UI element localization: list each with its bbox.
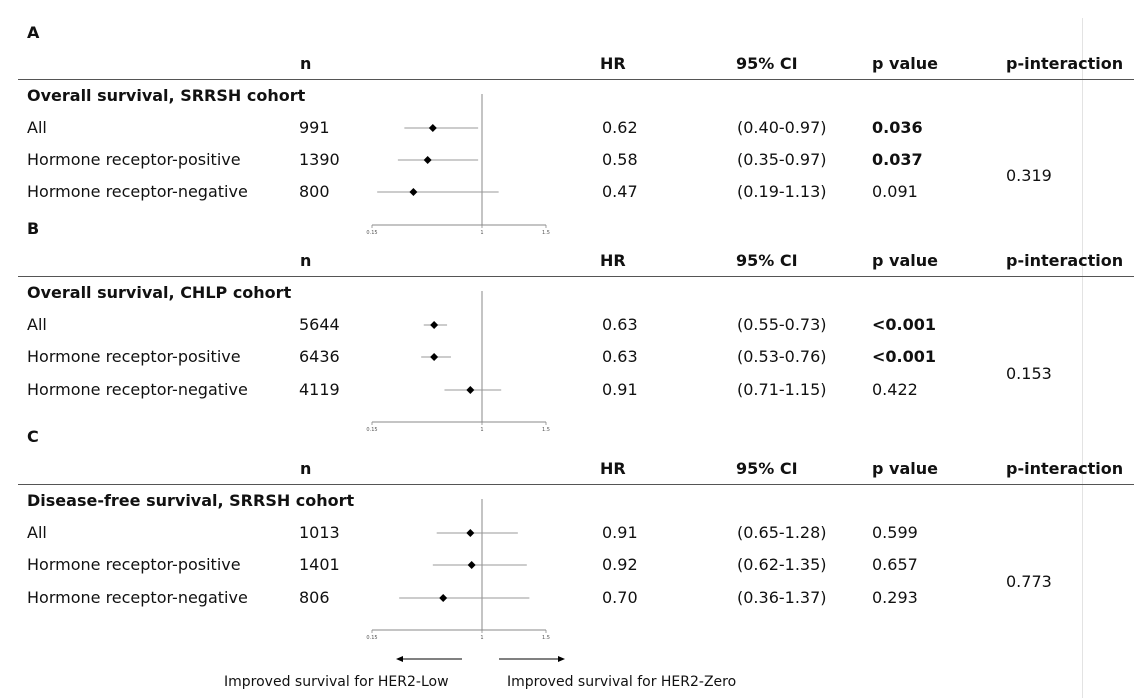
header-ci: 95% CI — [736, 251, 798, 270]
p-interaction-value: 0.773 — [1006, 572, 1052, 591]
right-border — [1082, 18, 1083, 698]
header-rule — [18, 484, 1134, 485]
row-hr: 0.70 — [602, 588, 638, 607]
hr-point — [430, 353, 439, 361]
row-label: All — [27, 118, 47, 137]
footer-label-left: Improved survival for HER2-Low — [224, 674, 449, 690]
row-label: Hormone receptor-positive — [27, 347, 241, 366]
hr-point — [430, 321, 439, 329]
hr-point — [439, 594, 448, 602]
row-label: Hormone receptor-positive — [27, 555, 241, 574]
row-p: 0.657 — [872, 555, 918, 574]
row-n: 991 — [299, 118, 330, 137]
header-p-interaction: p-interaction — [1006, 251, 1124, 270]
row-n: 6436 — [299, 347, 340, 366]
row-n: 800 — [299, 182, 330, 201]
row-hr: 0.62 — [602, 118, 638, 137]
row-label: Hormone receptor-negative — [27, 380, 248, 399]
header-ci: 95% CI — [736, 459, 798, 478]
p-interaction-value: 0.319 — [1006, 166, 1052, 185]
panel-title: Disease-free survival, SRRSH cohort — [27, 491, 355, 510]
row-hr: 0.47 — [602, 182, 638, 201]
arrow-right-head — [558, 656, 565, 662]
row-p: 0.599 — [872, 523, 918, 542]
hr-point — [466, 386, 475, 394]
row-p: <0.001 — [872, 347, 937, 366]
header-hr: HR — [600, 251, 626, 270]
row-p: <0.001 — [872, 315, 937, 334]
p-interaction-value: 0.153 — [1006, 364, 1052, 383]
x-tick-label: 1.5 — [542, 230, 550, 236]
row-n: 1401 — [299, 555, 340, 574]
row-label: Hormone receptor-positive — [27, 150, 241, 169]
row-ci: (0.19-1.13) — [737, 182, 827, 201]
panel-letter: A — [27, 23, 40, 42]
row-hr: 0.63 — [602, 347, 638, 366]
header-hr: HR — [600, 54, 626, 73]
row-ci: (0.53-0.76) — [737, 347, 827, 366]
row-n: 4119 — [299, 380, 340, 399]
panel-letter: B — [27, 219, 40, 238]
footer-label-right: Improved survival for HER2-Zero — [507, 674, 737, 690]
x-tick-label: 1.5 — [542, 427, 550, 433]
hr-point — [428, 124, 437, 132]
row-n: 1390 — [299, 150, 340, 169]
hr-point — [423, 156, 432, 164]
row-p: 0.036 — [872, 118, 923, 137]
panel-title: Overall survival, SRRSH cohort — [27, 86, 306, 105]
row-ci: (0.35-0.97) — [737, 150, 827, 169]
panel-letter: C — [27, 427, 39, 446]
header-rule — [18, 276, 1134, 277]
row-hr: 0.91 — [602, 523, 638, 542]
row-ci: (0.71-1.15) — [737, 380, 827, 399]
row-n: 5644 — [299, 315, 340, 334]
row-label: All — [27, 315, 47, 334]
row-label: All — [27, 523, 47, 542]
hr-point — [467, 561, 476, 569]
x-tick-label: 1.5 — [542, 635, 550, 641]
row-ci: (0.36-1.37) — [737, 588, 827, 607]
header-p-interaction: p-interaction — [1006, 459, 1124, 478]
x-tick-label: 1 — [480, 230, 483, 236]
x-tick-label: 0.15 — [366, 427, 377, 433]
row-label: Hormone receptor-negative — [27, 182, 248, 201]
row-hr: 0.92 — [602, 555, 638, 574]
row-ci: (0.55-0.73) — [737, 315, 827, 334]
row-p: 0.037 — [872, 150, 923, 169]
header-p: p value — [872, 459, 938, 478]
row-p: 0.422 — [872, 380, 918, 399]
arrow-left-head — [396, 656, 403, 662]
row-n: 1013 — [299, 523, 340, 542]
header-n: n — [300, 459, 312, 478]
row-label: Hormone receptor-negative — [27, 588, 248, 607]
row-hr: 0.91 — [602, 380, 638, 399]
header-rule — [18, 79, 1134, 80]
header-p: p value — [872, 251, 938, 270]
row-ci: (0.65-1.28) — [737, 523, 827, 542]
row-p: 0.293 — [872, 588, 918, 607]
row-hr: 0.58 — [602, 150, 638, 169]
x-tick-label: 0.15 — [366, 635, 377, 641]
hr-point — [409, 188, 418, 196]
header-p-interaction: p-interaction — [1006, 54, 1124, 73]
hr-point — [466, 529, 475, 537]
x-tick-label: 0.15 — [366, 230, 377, 236]
panel-title: Overall survival, CHLP cohort — [27, 283, 292, 302]
header-n: n — [300, 251, 312, 270]
header-p: p value — [872, 54, 938, 73]
header-hr: HR — [600, 459, 626, 478]
header-n: n — [300, 54, 312, 73]
row-n: 806 — [299, 588, 330, 607]
row-p: 0.091 — [872, 182, 918, 201]
row-ci: (0.62-1.35) — [737, 555, 827, 574]
header-ci: 95% CI — [736, 54, 798, 73]
x-tick-label: 1 — [480, 635, 483, 641]
x-tick-label: 1 — [480, 427, 483, 433]
row-ci: (0.40-0.97) — [737, 118, 827, 137]
row-hr: 0.63 — [602, 315, 638, 334]
